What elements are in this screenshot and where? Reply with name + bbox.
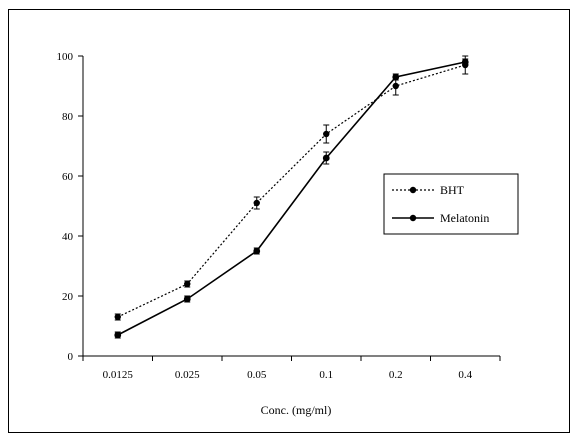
data-point-melatonin (183, 295, 191, 303)
data-point-melatonin (392, 73, 400, 81)
y-tick-label: 100 (57, 51, 74, 63)
legend-label: Melatonin (440, 211, 489, 225)
y-tick-label: 20 (62, 291, 74, 303)
data-point-melatonin (322, 154, 330, 162)
y-tick-label: 0 (68, 351, 74, 363)
series-line-bht (117, 64, 466, 318)
legend-box (383, 173, 519, 235)
data-point-bht (392, 82, 399, 90)
x-tick-label: 0.1 (319, 369, 333, 381)
y-tick-label: 60 (62, 171, 74, 183)
x-axis-title: Conc. (mg/ml) (261, 403, 332, 417)
y-axis: 0 20 40 60 80 100 (57, 51, 84, 363)
legend: BHT Melatonin (383, 173, 519, 235)
legend-marker (409, 214, 417, 222)
y-tick-label: 40 (62, 231, 74, 243)
x-tick-label: 0.0125 (103, 369, 134, 381)
series-line-melatonin (117, 61, 466, 336)
x-tick-label: 0.4 (458, 369, 472, 381)
data-point-melatonin (114, 331, 122, 339)
data-point-bht (253, 199, 260, 207)
data-point-bht (114, 313, 121, 321)
data-point-bht (184, 280, 191, 288)
legend-marker (409, 186, 417, 194)
data-point-melatonin (253, 247, 261, 255)
x-axis: 0.0125 0.025 0.05 0.1 0.2 0.4 (82, 355, 501, 381)
data-point-bht (323, 130, 330, 138)
x-tick-label: 0.025 (175, 369, 200, 381)
legend-label: BHT (440, 183, 465, 197)
data-point-melatonin (461, 58, 469, 66)
x-tick-label: 0.2 (389, 369, 403, 381)
x-tick-label: 0.05 (247, 369, 267, 381)
series-layer (114, 55, 469, 339)
y-tick-label: 80 (62, 111, 74, 123)
